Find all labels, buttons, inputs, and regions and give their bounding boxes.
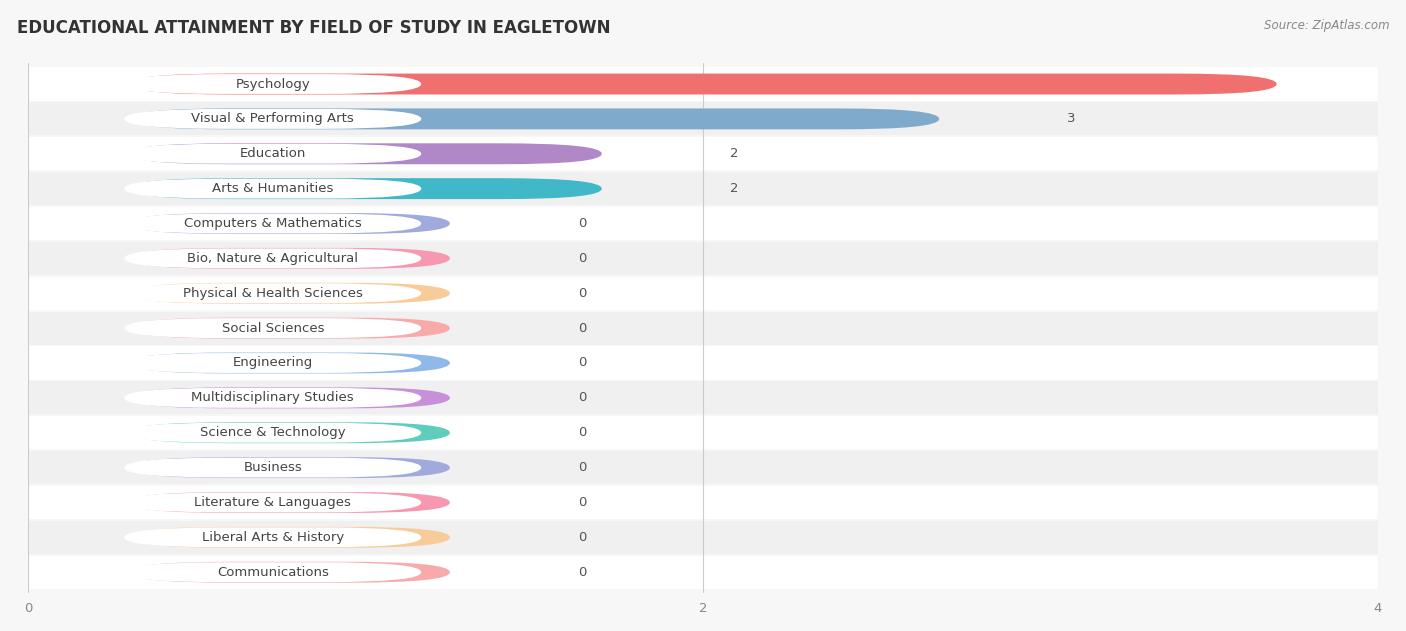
FancyBboxPatch shape [28, 137, 1378, 170]
FancyBboxPatch shape [28, 242, 1378, 275]
FancyBboxPatch shape [28, 172, 1378, 205]
Text: Arts & Humanities: Arts & Humanities [212, 182, 333, 195]
FancyBboxPatch shape [124, 179, 422, 199]
Text: Liberal Arts & History: Liberal Arts & History [201, 531, 344, 544]
FancyBboxPatch shape [129, 492, 450, 513]
FancyBboxPatch shape [124, 493, 422, 512]
FancyBboxPatch shape [129, 387, 450, 408]
FancyBboxPatch shape [124, 353, 422, 373]
Text: 0: 0 [578, 391, 586, 404]
FancyBboxPatch shape [129, 317, 450, 339]
Text: Business: Business [243, 461, 302, 474]
FancyBboxPatch shape [124, 388, 422, 408]
FancyBboxPatch shape [124, 318, 422, 338]
FancyBboxPatch shape [28, 416, 1378, 449]
Text: Bio, Nature & Agricultural: Bio, Nature & Agricultural [187, 252, 359, 265]
FancyBboxPatch shape [124, 457, 422, 478]
FancyBboxPatch shape [129, 527, 450, 548]
Text: 0: 0 [578, 461, 586, 474]
FancyBboxPatch shape [28, 486, 1378, 519]
FancyBboxPatch shape [28, 521, 1378, 554]
FancyBboxPatch shape [129, 422, 450, 443]
Text: Source: ZipAtlas.com: Source: ZipAtlas.com [1264, 19, 1389, 32]
FancyBboxPatch shape [124, 109, 422, 129]
Text: 2: 2 [730, 182, 738, 195]
Text: Literature & Languages: Literature & Languages [194, 496, 352, 509]
FancyBboxPatch shape [124, 528, 422, 547]
Text: Education: Education [239, 147, 307, 160]
Text: 0: 0 [578, 252, 586, 265]
Text: 0: 0 [578, 426, 586, 439]
FancyBboxPatch shape [129, 562, 450, 582]
FancyBboxPatch shape [129, 143, 602, 164]
FancyBboxPatch shape [28, 381, 1378, 415]
Text: Engineering: Engineering [232, 357, 314, 370]
FancyBboxPatch shape [28, 68, 1378, 100]
FancyBboxPatch shape [129, 248, 450, 269]
Text: Psychology: Psychology [235, 78, 311, 90]
Text: Physical & Health Sciences: Physical & Health Sciences [183, 286, 363, 300]
Text: 4: 4 [1343, 78, 1351, 90]
Text: Social Sciences: Social Sciences [222, 322, 323, 334]
FancyBboxPatch shape [129, 457, 450, 478]
Text: 0: 0 [578, 322, 586, 334]
FancyBboxPatch shape [28, 556, 1378, 589]
Text: 2: 2 [730, 147, 738, 160]
FancyBboxPatch shape [28, 312, 1378, 345]
FancyBboxPatch shape [28, 207, 1378, 240]
FancyBboxPatch shape [124, 249, 422, 268]
FancyBboxPatch shape [129, 109, 939, 129]
Text: Computers & Mathematics: Computers & Mathematics [184, 217, 361, 230]
FancyBboxPatch shape [124, 213, 422, 233]
FancyBboxPatch shape [129, 74, 1277, 95]
FancyBboxPatch shape [124, 562, 422, 582]
Text: EDUCATIONAL ATTAINMENT BY FIELD OF STUDY IN EAGLETOWN: EDUCATIONAL ATTAINMENT BY FIELD OF STUDY… [17, 19, 610, 37]
Text: Communications: Communications [217, 566, 329, 579]
Text: Multidisciplinary Studies: Multidisciplinary Studies [191, 391, 354, 404]
Text: Science & Technology: Science & Technology [200, 426, 346, 439]
Text: 0: 0 [578, 286, 586, 300]
Text: Visual & Performing Arts: Visual & Performing Arts [191, 112, 354, 126]
FancyBboxPatch shape [124, 283, 422, 303]
Text: 0: 0 [578, 531, 586, 544]
FancyBboxPatch shape [28, 346, 1378, 380]
Text: 3: 3 [1067, 112, 1076, 126]
Text: 0: 0 [578, 496, 586, 509]
FancyBboxPatch shape [129, 213, 450, 234]
FancyBboxPatch shape [28, 102, 1378, 136]
FancyBboxPatch shape [28, 276, 1378, 310]
FancyBboxPatch shape [129, 283, 450, 304]
FancyBboxPatch shape [124, 74, 422, 94]
Text: 0: 0 [578, 566, 586, 579]
Text: 0: 0 [578, 357, 586, 370]
FancyBboxPatch shape [28, 451, 1378, 484]
FancyBboxPatch shape [129, 353, 450, 374]
FancyBboxPatch shape [124, 423, 422, 443]
Text: 0: 0 [578, 217, 586, 230]
FancyBboxPatch shape [124, 144, 422, 163]
FancyBboxPatch shape [129, 178, 602, 199]
